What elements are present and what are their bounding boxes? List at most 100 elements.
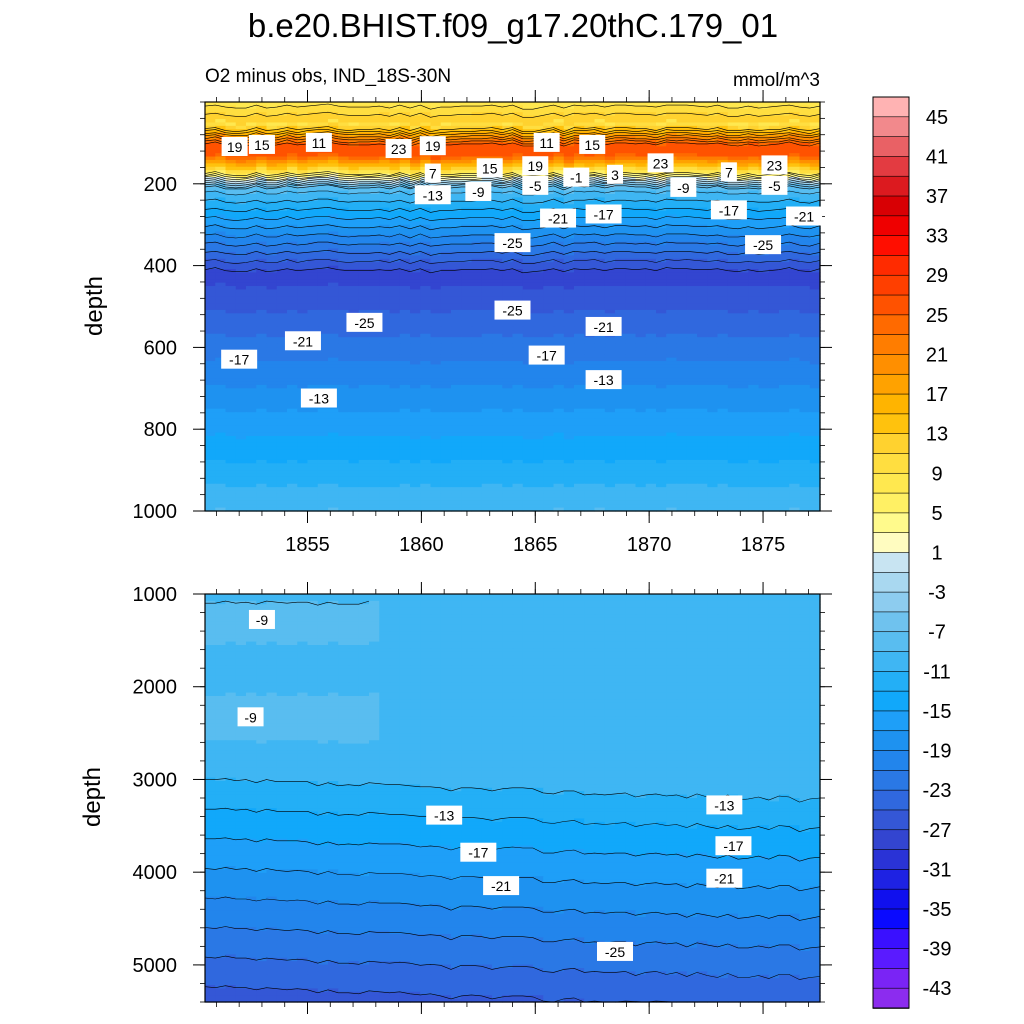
contour-cell <box>594 125 606 130</box>
contour-cell <box>235 238 247 243</box>
contour-cell <box>297 166 309 171</box>
contour-cell <box>635 337 647 342</box>
contour-cell <box>471 248 483 253</box>
contour-cell <box>768 265 780 270</box>
contour-cell <box>533 367 544 372</box>
contour-cell <box>686 211 698 216</box>
contour-cell <box>533 292 544 297</box>
contour-cell <box>625 313 637 318</box>
contour-cell <box>246 115 257 120</box>
contour-cell <box>399 125 411 130</box>
contour-cell <box>533 371 544 376</box>
contour-cell <box>758 333 770 338</box>
contour-cell <box>297 214 309 219</box>
contour-cell <box>440 306 452 311</box>
contour-cell <box>686 364 698 369</box>
contour-cell <box>410 238 421 243</box>
contour-cell <box>246 170 257 175</box>
contour-cell <box>399 251 411 256</box>
contour-cell <box>563 125 575 130</box>
contour-cell <box>440 217 452 222</box>
contour-cell <box>738 292 749 297</box>
contour-cell <box>615 224 626 229</box>
contour-cell <box>584 361 596 366</box>
contour-cell <box>246 211 257 216</box>
contour-cell <box>645 190 657 195</box>
contour-cell <box>738 361 749 366</box>
contour-cell <box>256 262 268 267</box>
contour-cell <box>328 320 339 325</box>
contour-cell <box>676 231 688 236</box>
contour-cell <box>809 357 821 362</box>
contour-cell <box>338 381 350 386</box>
contour-cell <box>481 343 493 348</box>
contour-cell <box>779 129 790 134</box>
contour-cell <box>256 381 268 386</box>
contour-cell <box>440 269 452 274</box>
contour-cell <box>266 228 278 233</box>
contour-cell <box>399 279 411 284</box>
contour-cell <box>738 176 749 181</box>
contour-cell <box>748 309 760 314</box>
contour-cell <box>410 234 421 239</box>
contour-cell <box>430 207 442 212</box>
contour-cell <box>328 265 339 270</box>
contour-cell <box>430 228 442 233</box>
contour-cell <box>256 132 268 137</box>
contour-cell <box>307 197 319 202</box>
contour-cell <box>481 251 493 256</box>
contour-cell <box>410 146 421 151</box>
contour-cell <box>686 309 698 314</box>
contour-cell <box>420 207 432 212</box>
contour-cell <box>338 163 350 168</box>
contour-cell <box>471 231 483 236</box>
contour-cell <box>738 265 749 270</box>
contour-cell <box>697 364 708 369</box>
contour-cell <box>451 374 462 379</box>
contour-cell <box>512 337 524 342</box>
contour-cell <box>338 265 350 270</box>
contour-cell <box>205 170 216 175</box>
contour-cell <box>697 357 708 362</box>
contour-cell <box>256 248 268 253</box>
contour-cell <box>645 176 657 181</box>
contour-cell <box>707 187 719 192</box>
contour-cell <box>779 361 790 366</box>
contour-cell <box>266 115 278 120</box>
contour-cell <box>297 309 309 314</box>
contour-cell <box>635 173 647 178</box>
contour-cell <box>358 112 370 117</box>
contour-cell <box>379 170 391 175</box>
contour-cell <box>768 354 780 359</box>
contour-cell <box>758 340 770 345</box>
contour-cell <box>809 238 821 243</box>
contour-cell <box>348 364 360 369</box>
contour-cell <box>225 323 237 328</box>
contour-cell <box>676 146 688 151</box>
contour-cell <box>420 159 432 164</box>
contour-cell <box>461 153 473 158</box>
contour-cell <box>635 364 647 369</box>
contour-cell <box>727 292 739 297</box>
contour-cell <box>246 374 257 379</box>
contour-cell <box>635 269 647 274</box>
contour-cell <box>440 364 452 369</box>
contour-cell <box>676 258 688 263</box>
contour-cell <box>686 378 698 383</box>
contour-cell <box>492 200 503 205</box>
contour-cell <box>369 371 380 376</box>
contour-cell <box>430 112 442 117</box>
contour-cell <box>594 255 606 260</box>
contour-cell <box>809 347 821 352</box>
contour-cell <box>215 299 227 304</box>
contour-cell <box>338 269 350 274</box>
contour-cell <box>625 119 637 124</box>
contour-cell <box>338 371 350 376</box>
contour-cell <box>461 326 473 331</box>
contour-cell <box>635 142 647 147</box>
contour-cell <box>287 299 298 304</box>
contour-cell <box>297 371 309 376</box>
contour-cell <box>799 343 811 348</box>
contour-cell <box>502 340 514 345</box>
contour-cell <box>440 357 452 362</box>
